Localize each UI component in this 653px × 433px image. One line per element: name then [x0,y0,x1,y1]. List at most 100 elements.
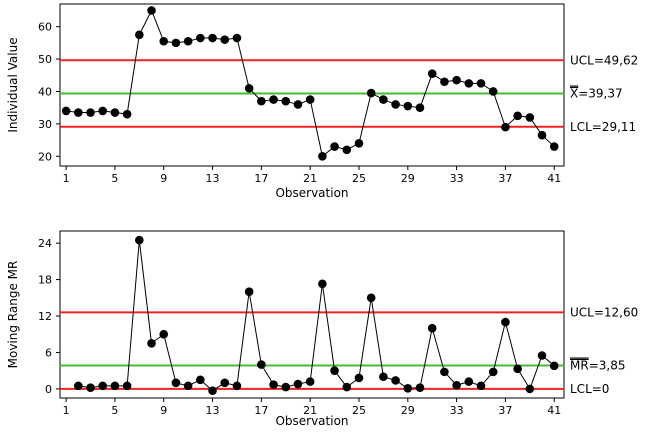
data-point [232,33,242,43]
x-axis-title: Observation [275,186,348,200]
plot-frame [59,230,565,399]
data-point [159,329,169,339]
y-tick-label: 20 [38,150,52,163]
data-point [122,381,132,391]
y-tick-label: 18 [38,274,52,287]
data-point [86,108,95,117]
data-point [220,35,230,44]
data-point [366,88,376,98]
data-point [98,106,108,116]
plot-frame [59,3,565,167]
y-tick-label: 0 [45,383,52,396]
x-tick-label: 37 [498,404,512,417]
data-point [476,381,486,391]
data-point [513,111,522,121]
data-point [427,69,437,78]
x-tick-label: 21 [303,172,317,185]
data-point [171,378,181,388]
data-point [318,151,327,161]
x-tick-label: 33 [450,172,464,185]
data-point [440,367,449,377]
data-point [269,380,278,389]
data-point [452,380,461,390]
x-tick-label: 5 [111,172,118,185]
y-axis-title: Moving Range MR [6,261,20,369]
data-point [415,383,425,392]
data-point [476,79,486,88]
y-tick-label: 60 [38,21,52,34]
data-point [391,100,400,109]
data-point [513,364,522,374]
data-point [281,96,291,106]
data-point [415,103,425,112]
data-point [501,122,510,132]
individual-value-chart: UCL=49,62 X=39,37 LCL=29,11 1 5 9 13 17 21 25 29 33… [6,3,638,200]
data-point [391,376,400,385]
data-point [257,96,266,106]
data-point [220,378,230,388]
y-tick-label: 12 [38,310,52,323]
data-point [342,382,352,392]
x-tick-label: 5 [111,404,118,417]
data-point [110,381,120,391]
y-tick-label: 40 [38,85,52,98]
data-point [110,108,120,117]
data-point [464,377,474,386]
data-point [342,145,352,155]
data-point [74,381,83,391]
data-point [61,106,71,116]
data-point [257,360,266,369]
x-tick-label: 33 [450,404,464,417]
data-point [354,139,364,148]
x-tick-label: 13 [206,172,220,185]
moving-range-chart: UCL=12,60 MR=3,85 LCL=0 1 5 9 13 17 21 25 29 33 37 41… [6,230,638,428]
data-point [549,142,559,151]
data-point [293,379,303,389]
data-point [379,95,388,104]
data-point [379,372,388,382]
data-point [464,79,474,88]
data-point [293,100,303,109]
data-point [171,38,181,48]
data-point [525,113,535,122]
data-point [183,36,193,46]
data-point [196,33,205,43]
data-point [281,382,291,392]
data-point [354,373,364,383]
data-point [122,109,132,119]
x-tick-label: 37 [498,172,512,185]
data-point [330,142,339,151]
data-point [403,383,413,393]
data-point [98,381,108,391]
data-point [452,75,461,85]
data-point [244,287,254,297]
x-tick-label: 17 [254,404,268,417]
data-point [427,323,437,333]
x-tick-label: 17 [254,172,268,185]
data-point [269,95,278,104]
y-tick-label: 6 [45,346,52,359]
data-point [305,377,315,386]
data-point [305,95,315,104]
data-point [147,339,156,348]
data-point [549,361,559,371]
x-tick-label: 41 [547,172,561,185]
x-tick-label: 13 [206,404,220,417]
data-point [232,381,242,391]
data-point [501,317,510,327]
data-point [135,30,144,40]
x-tick-label: 29 [401,404,415,417]
x-tick-label: 29 [401,172,415,185]
x-tick-label: 9 [160,172,167,185]
data-point [330,366,339,375]
data-point [208,33,217,43]
y-tick-label: 50 [38,53,52,66]
limit-label-ucl: UCL=49,62 [570,53,638,67]
data-point [403,101,413,111]
x-axis-title: Observation [275,414,348,428]
x-tick-label: 1 [63,404,70,417]
limit-label-lcl: LCL=0 [570,382,609,396]
y-axis-title: Individual Value [6,37,20,132]
x-tick-label: 41 [547,404,561,417]
